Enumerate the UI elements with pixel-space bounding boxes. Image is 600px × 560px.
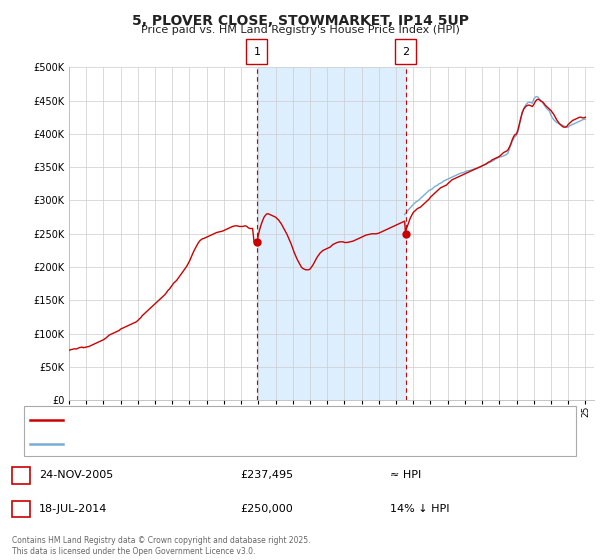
Text: HPI: Average price, detached house, Mid Suffolk: HPI: Average price, detached house, Mid …	[72, 439, 323, 449]
Text: Contains HM Land Registry data © Crown copyright and database right 2025.
This d: Contains HM Land Registry data © Crown c…	[12, 536, 311, 556]
Text: 1: 1	[17, 470, 25, 480]
Text: 2: 2	[402, 47, 409, 57]
Text: £237,495: £237,495	[240, 470, 293, 480]
Text: 14% ↓ HPI: 14% ↓ HPI	[390, 504, 449, 514]
Text: ≈ HPI: ≈ HPI	[390, 470, 421, 480]
Text: 5, PLOVER CLOSE, STOWMARKET, IP14 5UP (detached house): 5, PLOVER CLOSE, STOWMARKET, IP14 5UP (d…	[72, 415, 391, 425]
Text: 5, PLOVER CLOSE, STOWMARKET, IP14 5UP: 5, PLOVER CLOSE, STOWMARKET, IP14 5UP	[131, 14, 469, 28]
Text: 1: 1	[253, 47, 260, 57]
Bar	[257, 67, 406, 400]
Text: 2: 2	[17, 504, 25, 514]
Text: 18-JUL-2014: 18-JUL-2014	[39, 504, 107, 514]
Text: Price paid vs. HM Land Registry's House Price Index (HPI): Price paid vs. HM Land Registry's House …	[140, 25, 460, 35]
Text: 24-NOV-2005: 24-NOV-2005	[39, 470, 113, 480]
Text: £250,000: £250,000	[240, 504, 293, 514]
